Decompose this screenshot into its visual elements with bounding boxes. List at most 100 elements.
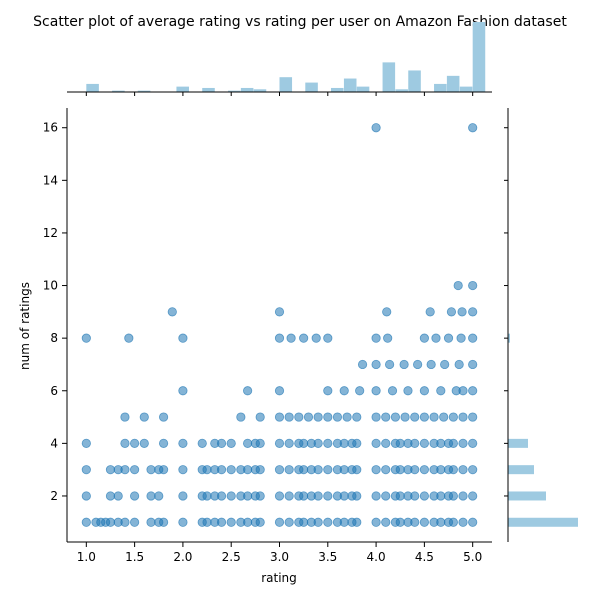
scatter-point [323,491,333,501]
x-histogram-bar [202,87,215,92]
x-histogram-bar [472,22,486,92]
scatter-point [468,359,478,370]
scatter-point [468,465,478,475]
x-histogram-bar [343,78,357,92]
y-tick-label: 12 [43,226,58,240]
scatter-point [468,517,478,527]
x-histogram-bar [459,86,473,92]
scatter-point [243,491,253,501]
scatter-point [130,465,140,475]
scatter-point [395,491,405,501]
scatter-point [226,491,236,501]
scatter-point [303,412,314,422]
scatter-point [255,517,265,527]
x-histogram-bar [86,83,99,92]
scatter-point [410,491,420,501]
scatter-point [468,307,478,317]
scatter-point [81,517,91,527]
scatter-point [284,465,294,475]
scatter-point [448,465,458,475]
scatter-point [286,333,296,343]
x-histogram-bar [382,62,396,92]
scatter-point [458,491,468,501]
scatter-point [294,412,304,422]
scatter-point [371,359,381,370]
scatter-point [120,465,130,475]
scatter-point [448,517,458,527]
scatter-point [390,412,401,422]
scatter-point [371,412,381,422]
scatter-point [178,333,188,343]
scatter-point [197,438,207,448]
scatter-point [458,465,468,475]
x-tick-label: 4.5 [415,550,434,564]
scatter-point [448,412,458,422]
scatter-point [395,517,405,527]
scatter-point [284,412,294,422]
scatter-point [274,386,285,396]
scatter-point [202,517,212,527]
y-histogram-bar [508,438,528,448]
x-tick-label: 4.0 [367,550,386,564]
scatter-point [178,386,188,396]
scatter-point [352,438,362,448]
scatter-point [216,491,227,501]
scatter-point [419,412,429,422]
scatter-point [403,386,413,396]
scatter-point [352,465,362,475]
scatter-point [311,333,321,343]
scatter-point [381,491,391,501]
scatter-point [81,438,91,448]
scatter-point [357,359,368,370]
x-tick-label: 5.0 [463,550,482,564]
scatter-point [120,517,130,527]
scatter-point [419,438,429,448]
x-histogram-bar [395,89,408,92]
scatter-point [139,412,149,422]
scatter-point [332,412,343,422]
x-axis-label: rating [261,571,297,585]
scatter-point [202,491,212,501]
scatter-point [381,517,391,527]
x-histogram-bar [446,75,460,92]
scatter-point [410,438,420,448]
scatter-point [436,438,446,448]
scatter-point [339,465,349,475]
scatter-point [178,438,188,448]
x-histogram-bar [240,87,254,92]
scatter-point [243,386,253,396]
scatter-point [202,465,212,475]
scatter-point [443,333,454,343]
scatter-point [381,465,391,475]
scatter-point [274,465,285,475]
scatter-point [299,491,309,501]
scatter-point [410,412,420,422]
scatter-point [158,412,169,422]
x-histogram-bar [176,86,189,92]
scatter-point [468,438,478,448]
scatter-point [105,517,116,527]
x-histogram-bar [434,83,447,92]
scatter-point [323,333,333,343]
scatter-point [352,412,362,422]
x-histogram-bar [112,90,125,92]
scatter-point [400,412,410,422]
scatter-point [371,123,381,133]
scatter-point [105,465,116,475]
y-axis-label: num of ratings [18,282,32,370]
y-tick-label: 2 [50,489,58,503]
y-tick-label: 8 [50,331,58,345]
scatter-point [468,491,478,501]
scatter-point [178,465,188,475]
x-histogram-bar [253,89,267,92]
scatter-point [274,307,285,317]
scatter-point [323,465,333,475]
scatter-point [226,517,236,527]
scatter-point [139,438,149,448]
scatter-point [413,359,423,370]
scatter-point [339,517,349,527]
y-histogram-bar [508,491,546,501]
scatter-point [284,517,294,527]
y-histogram-bar [508,333,510,343]
y-marginal-histogram [504,108,578,542]
